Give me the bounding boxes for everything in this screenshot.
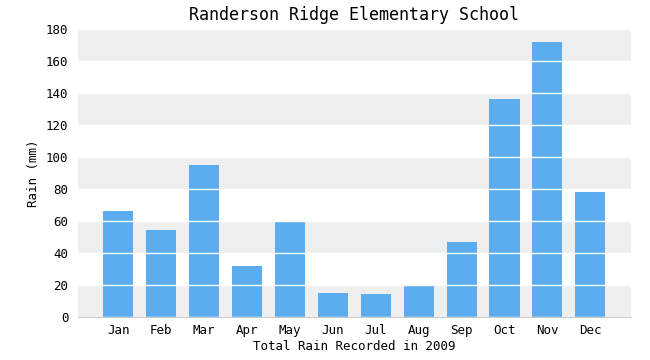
Bar — [275, 221, 305, 317]
Bar — [78, 221, 630, 253]
Bar — [575, 192, 605, 317]
Bar — [78, 125, 630, 157]
Bar — [189, 165, 219, 317]
Bar — [78, 93, 630, 125]
Bar — [404, 285, 434, 317]
Y-axis label: Rain (mm): Rain (mm) — [27, 139, 40, 207]
X-axis label: Total Rain Recorded in 2009: Total Rain Recorded in 2009 — [253, 340, 456, 353]
Bar — [78, 157, 630, 189]
Bar — [78, 29, 630, 61]
Bar — [318, 293, 348, 317]
Bar — [489, 99, 519, 317]
Bar — [361, 294, 391, 317]
Bar — [103, 211, 133, 317]
Bar — [232, 266, 262, 317]
Title: Randerson Ridge Elementary School: Randerson Ridge Elementary School — [189, 6, 519, 24]
Bar — [78, 61, 630, 93]
Bar — [532, 42, 562, 317]
Bar — [78, 189, 630, 221]
Bar — [447, 242, 476, 317]
Bar — [78, 285, 630, 317]
Bar — [146, 230, 176, 317]
Bar — [78, 253, 630, 285]
